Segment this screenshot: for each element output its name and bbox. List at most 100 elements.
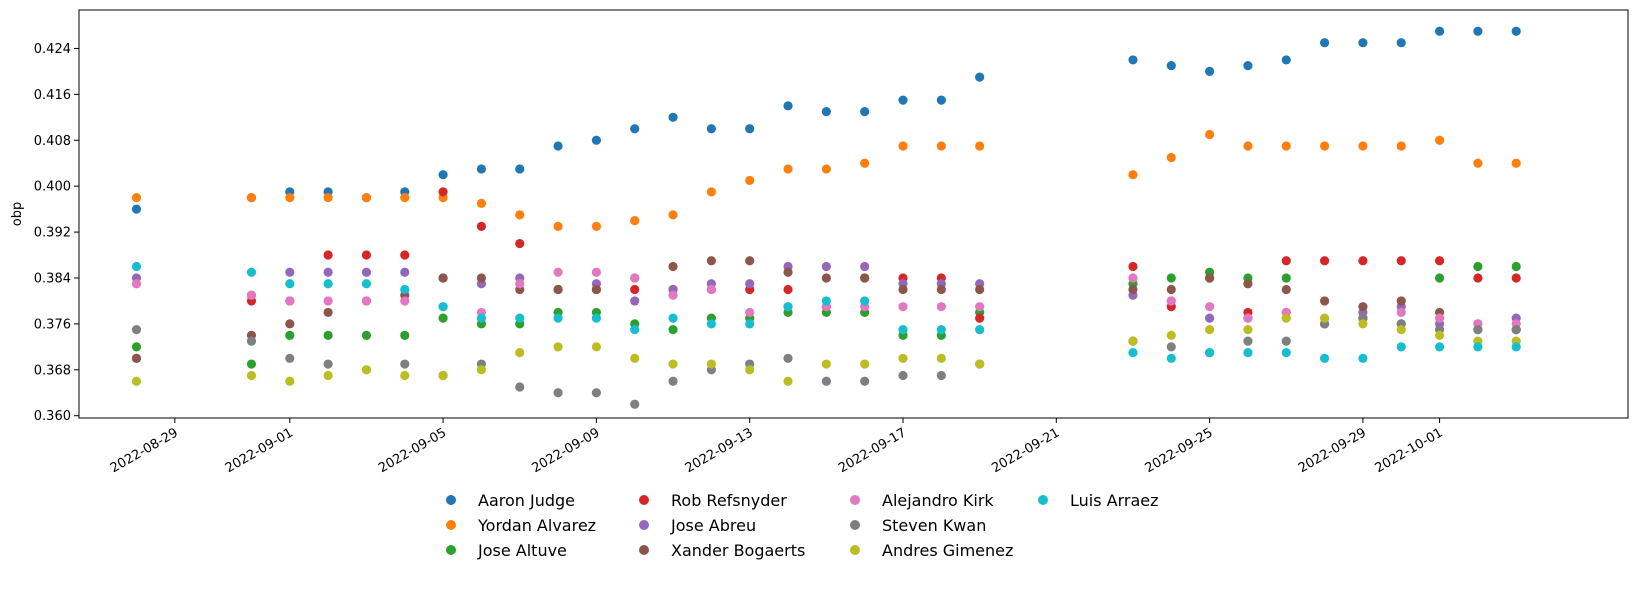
data-point (323, 267, 333, 277)
x-tick-label: 2022-09-25 (1143, 425, 1216, 476)
data-point (821, 273, 831, 283)
data-point (400, 330, 410, 340)
data-point (630, 215, 640, 226)
data-point (1166, 152, 1176, 163)
data-point (285, 319, 295, 329)
data-points (131, 26, 1521, 409)
legend-marker (446, 545, 456, 555)
data-point (515, 238, 525, 249)
data-point (323, 296, 333, 306)
data-point (553, 313, 563, 323)
data-point (476, 273, 487, 283)
data-point (1281, 336, 1291, 346)
data-point (1473, 273, 1483, 283)
data-point (783, 302, 793, 312)
data-point (1396, 38, 1406, 48)
legend-label: Xander Bogaerts (671, 541, 805, 560)
data-point (285, 353, 295, 363)
data-point (1319, 353, 1330, 363)
data-point (515, 313, 525, 323)
legend-marker (850, 545, 860, 555)
x-axis: 2022-08-29 2022-09-01 2022-09-05 2022-09-09… (108, 418, 1446, 476)
data-point (1511, 325, 1521, 335)
y-tick-label: 0.376 (34, 317, 71, 332)
data-point (1128, 273, 1138, 283)
data-point (1166, 330, 1176, 340)
data-point (821, 376, 831, 386)
y-tick-label: 0.408 (34, 134, 71, 149)
data-point (1319, 296, 1330, 306)
data-point (898, 353, 908, 363)
data-point (553, 388, 563, 398)
data-point (1166, 296, 1176, 306)
legend-marker (639, 520, 649, 530)
data-point (1243, 313, 1253, 323)
x-tick-label: 2022-09-17 (836, 425, 909, 476)
data-point (553, 284, 563, 295)
data-point (1319, 38, 1330, 48)
data-point (630, 399, 640, 409)
data-point (1281, 284, 1291, 295)
data-point (1205, 325, 1215, 335)
legend-label: Yordan Alvarez (477, 516, 596, 535)
data-point (553, 267, 563, 277)
data-point (975, 313, 985, 323)
data-point (1205, 66, 1215, 77)
data-point (1205, 347, 1215, 358)
data-point (668, 290, 678, 300)
data-point (936, 325, 946, 335)
data-point (1166, 273, 1176, 283)
data-point (553, 221, 563, 231)
data-point (1511, 342, 1521, 352)
data-point (783, 101, 793, 111)
data-point (668, 261, 678, 272)
data-point (1205, 129, 1215, 140)
legend-label: Andres Gimenez (882, 541, 1013, 560)
legend-marker (850, 495, 860, 505)
data-point (1358, 353, 1368, 363)
data-point (1319, 313, 1330, 323)
data-point (1205, 313, 1215, 323)
data-point (783, 353, 793, 363)
x-tick-label: 2022-09-09 (529, 425, 602, 476)
data-point (285, 330, 295, 340)
x-tick-label: 2022-09-21 (989, 425, 1062, 476)
data-point (131, 325, 142, 335)
data-point (783, 267, 793, 277)
data-point (1396, 141, 1406, 151)
data-point (668, 112, 678, 122)
data-point (1166, 284, 1176, 295)
data-point (975, 72, 985, 82)
data-point (668, 313, 678, 323)
x-tick-label: 2022-09-01 (223, 425, 296, 476)
data-point (438, 313, 448, 323)
legend-label: Jose Altuve (477, 541, 567, 560)
y-tick-label: 0.400 (34, 180, 71, 195)
data-point (1473, 342, 1483, 352)
data-point (706, 359, 716, 369)
data-point (246, 290, 257, 300)
data-point (1166, 61, 1176, 71)
series-andres-gimenez (131, 313, 1521, 386)
data-point (706, 284, 716, 295)
data-point (1473, 261, 1483, 272)
data-point (1511, 26, 1521, 36)
data-point (400, 296, 410, 306)
data-point (821, 164, 831, 174)
data-point (1358, 141, 1368, 151)
y-tick-label: 0.424 (34, 42, 71, 57)
x-tick-label: 2022-10-01 (1373, 425, 1446, 476)
data-point (285, 376, 295, 386)
data-point (936, 284, 946, 295)
data-point (1281, 256, 1291, 266)
data-point (630, 284, 640, 295)
y-tick-label: 0.384 (34, 271, 71, 286)
data-point (975, 325, 985, 335)
legend-marker (639, 495, 649, 505)
legend-item: Xander Bogaerts (639, 541, 805, 560)
data-point (285, 279, 295, 289)
data-point (1434, 273, 1445, 283)
legend-item: Jose Altuve (446, 541, 567, 560)
data-point (361, 250, 372, 260)
